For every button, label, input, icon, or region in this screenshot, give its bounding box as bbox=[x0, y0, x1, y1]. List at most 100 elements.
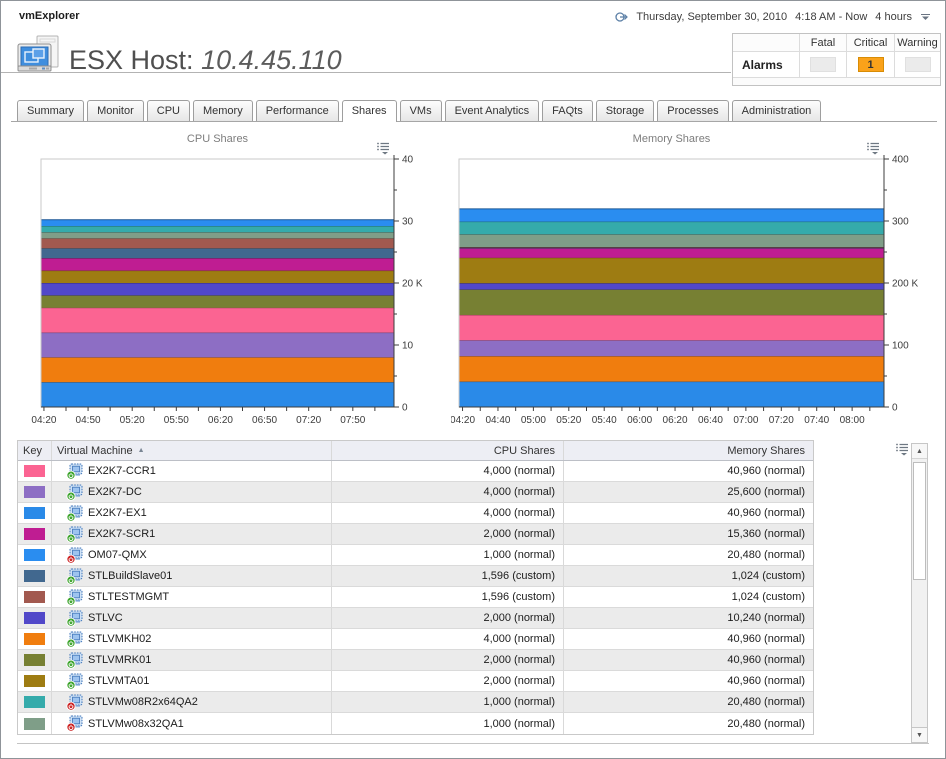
series-band-EX2K7-SCR1[interactable]: EX2K7-SCR1 bbox=[41, 258, 394, 271]
series-color-swatch bbox=[24, 528, 45, 540]
vm-table-row-STLBuildSlave01[interactable]: STLBuildSlave01 1,596 (custom) 1,024 (cust… bbox=[18, 566, 813, 587]
column-header-memory-shares[interactable]: Memory Shares bbox=[727, 444, 805, 457]
memory-shares-cell: 1,024 (custom) bbox=[731, 570, 805, 582]
series-band-STLTESTMGMT[interactable]: STLTESTMGMT bbox=[41, 238, 394, 249]
series-color-swatch bbox=[24, 570, 45, 582]
tab-monitor[interactable]: Monitor bbox=[87, 100, 144, 121]
tab-shares[interactable]: Shares bbox=[341, 100, 397, 122]
series-band-STLVMw08x32QA1[interactable]: STLVMw08x32QA1 bbox=[459, 234, 884, 248]
virtual-machine-cell[interactable]: STLVC bbox=[52, 608, 332, 628]
series-color-swatch bbox=[24, 465, 45, 477]
vm-table-row-STLVC[interactable]: STLVC 2,000 (normal) 10,240 (normal) bbox=[18, 608, 813, 629]
vm-state-badge bbox=[66, 491, 76, 501]
timeline-selector[interactable]: Thursday, September 30, 2010 4:18 AM - N… bbox=[615, 9, 931, 25]
vm-table-row-EX2K7-DC[interactable]: EX2K7-DC 4,000 (normal) 25,600 (normal) bbox=[18, 482, 813, 503]
series-band-STLVMTA01[interactable]: STLVMTA01 bbox=[459, 257, 884, 284]
virtual-machine-cell[interactable]: STLVMw08x32QA1 bbox=[52, 713, 332, 734]
critical-count-badge[interactable]: 1 bbox=[857, 57, 884, 72]
vm-icon bbox=[66, 610, 83, 627]
series-color-swatch bbox=[24, 507, 45, 519]
virtual-machine-cell[interactable]: EX2K7-CCR1 bbox=[52, 461, 332, 481]
column-header-virtual-machine[interactable]: Virtual Machine ▲ bbox=[52, 441, 332, 460]
tab-cpu[interactable]: CPU bbox=[146, 100, 190, 121]
y-tick-label: 400 bbox=[892, 155, 909, 166]
tab-processes[interactable]: Processes bbox=[657, 100, 729, 121]
virtual-machine-cell[interactable]: STLVMw08R2x64QA2 bbox=[52, 692, 332, 712]
series-band-STLVMw08R2x64QA2[interactable]: STLVMw08R2x64QA2 bbox=[41, 226, 394, 233]
series-band-OM07-QMX[interactable]: OM07-QMX bbox=[41, 219, 394, 227]
vm-table-row-STLVMw08x32QA1[interactable]: STLVMw08x32QA1 1,000 (normal) 20,480 (norm… bbox=[18, 713, 813, 734]
column-header-cpu-shares[interactable]: CPU Shares bbox=[332, 441, 564, 460]
tab-vms[interactable]: VMs bbox=[399, 100, 442, 121]
vm-icon bbox=[66, 547, 83, 564]
tab-summary[interactable]: Summary bbox=[17, 100, 85, 121]
vm-table-row-EX2K7-CCR1[interactable]: EX2K7-CCR1 4,000 (normal) 40,960 (normal) bbox=[18, 461, 813, 482]
chart-customizer-icon[interactable] bbox=[865, 141, 881, 155]
virtual-machine-cell[interactable]: EX2K7-SCR1 bbox=[52, 524, 332, 544]
tab-storage[interactable]: Storage bbox=[595, 100, 655, 121]
cpu-shares-cell: 4,000 (normal) bbox=[332, 461, 564, 481]
cpu-shares-cell: 4,000 (normal) bbox=[332, 629, 564, 649]
vm-icon bbox=[66, 694, 83, 711]
series-band-STLVMKH02[interactable]: STLVMKH02 bbox=[459, 356, 884, 382]
virtual-machine-cell[interactable]: STLVMRK01 bbox=[52, 650, 332, 670]
scrollbar-up-arrow[interactable]: ▲ bbox=[912, 444, 927, 459]
chart-customizer-icon[interactable] bbox=[375, 141, 391, 155]
vm-table-row-STLVMKH02[interactable]: STLVMKH02 4,000 (normal) 40,960 (normal) bbox=[18, 629, 813, 650]
virtual-machine-cell[interactable]: OM07-QMX bbox=[52, 545, 332, 565]
scrollbar-down-arrow[interactable]: ▼ bbox=[912, 727, 927, 742]
series-band-EX2K7-DC[interactable]: EX2K7-DC bbox=[459, 340, 884, 357]
tab-memory[interactable]: Memory bbox=[192, 100, 253, 121]
vm-table-row-OM07-QMX[interactable]: OM07-QMX 1,000 (normal) 20,480 (normal) bbox=[18, 545, 813, 566]
memory-shares-cell: 20,480 (normal) bbox=[727, 549, 805, 561]
chart-title: Memory Shares bbox=[632, 133, 711, 145]
vm-table-row-EX2K7-SCR1[interactable]: EX2K7-SCR1 2,000 (normal) 15,360 (normal) bbox=[18, 524, 813, 545]
series-band-EX2K7-CCR1[interactable]: EX2K7-CCR1 bbox=[41, 307, 394, 333]
scrollbar-thumb[interactable] bbox=[913, 462, 926, 580]
virtual-machine-cell[interactable]: EX2K7-EX1 bbox=[52, 503, 332, 523]
key-cell bbox=[18, 629, 52, 649]
series-band-STLBuildSlave01[interactable]: STLBuildSlave01 bbox=[41, 248, 394, 259]
series-band-EX2K7-SCR1[interactable]: EX2K7-SCR1 bbox=[459, 248, 884, 258]
fatal-count-badge[interactable] bbox=[810, 57, 836, 72]
virtual-machine-cell[interactable]: STLTESTMGMT bbox=[52, 587, 332, 607]
series-band-STLVMRK01[interactable]: STLVMRK01 bbox=[459, 289, 884, 315]
series-band-STLVMw08R2x64QA2[interactable]: STLVMw08R2x64QA2 bbox=[459, 221, 884, 235]
vm-table-row-STLVMRK01[interactable]: STLVMRK01 2,000 (normal) 40,960 (normal) bbox=[18, 650, 813, 671]
series-band-EX2K7-EX1[interactable]: EX2K7-EX1 bbox=[41, 382, 394, 407]
key-cell bbox=[18, 482, 52, 502]
series-band-STLVMKH02[interactable]: STLVMKH02 bbox=[41, 357, 394, 383]
timeline-duration: 4 hours bbox=[875, 11, 912, 23]
table-customizer-icon[interactable] bbox=[894, 442, 910, 456]
x-tick-label: 04:40 bbox=[485, 415, 510, 426]
y-tick-label: 300 bbox=[892, 217, 909, 228]
series-band-STLVC[interactable]: STLVC bbox=[41, 283, 394, 296]
vm-name: STLVMw08R2x64QA2 bbox=[88, 696, 198, 708]
column-header-key[interactable]: Key bbox=[18, 441, 52, 460]
virtual-machine-cell[interactable]: STLVMTA01 bbox=[52, 671, 332, 691]
series-band-EX2K7-CCR1[interactable]: EX2K7-CCR1 bbox=[459, 314, 884, 341]
series-band-EX2K7-EX1[interactable]: EX2K7-EX1 bbox=[459, 381, 884, 407]
virtual-machine-cell[interactable]: STLVMKH02 bbox=[52, 629, 332, 649]
tab-administration[interactable]: Administration bbox=[731, 100, 822, 121]
warning-count-badge[interactable] bbox=[904, 57, 931, 72]
virtual-machine-cell[interactable]: STLBuildSlave01 bbox=[52, 566, 332, 586]
tab-performance[interactable]: Performance bbox=[255, 100, 339, 121]
vm-table-row-STLTESTMGMT[interactable]: STLTESTMGMT 1,596 (custom) 1,024 (custom) bbox=[18, 587, 813, 608]
series-color-swatch bbox=[24, 654, 45, 666]
tab-event-analytics[interactable]: Event Analytics bbox=[444, 100, 540, 121]
vm-table-row-STLVMw08R2x64QA2[interactable]: STLVMw08R2x64QA2 1,000 (normal) 20,480 (no… bbox=[18, 692, 813, 713]
y-tick-label: 0 bbox=[402, 403, 408, 414]
cpu-shares-cell: 2,000 (normal) bbox=[332, 608, 564, 628]
vm-table-row-STLVMTA01[interactable]: STLVMTA01 2,000 (normal) 40,960 (normal) bbox=[18, 671, 813, 692]
series-band-OM07-QMX[interactable]: OM07-QMX bbox=[459, 208, 884, 222]
virtual-machine-cell[interactable]: EX2K7-DC bbox=[52, 482, 332, 502]
series-band-STLVC[interactable]: STLVC bbox=[459, 283, 884, 290]
series-band-STLVMTA01[interactable]: STLVMTA01 bbox=[41, 270, 394, 283]
series-band-EX2K7-DC[interactable]: EX2K7-DC bbox=[41, 332, 394, 358]
tab-faqts[interactable]: FAQts bbox=[542, 100, 593, 121]
table-scrollbar[interactable]: ▲ ▼ bbox=[911, 443, 928, 743]
series-band-STLVMRK01[interactable]: STLVMRK01 bbox=[41, 295, 394, 308]
series-band-STLVMw08x32QA1[interactable]: STLVMw08x32QA1 bbox=[41, 232, 394, 239]
vm-table-row-EX2K7-EX1[interactable]: EX2K7-EX1 4,000 (normal) 40,960 (normal) bbox=[18, 503, 813, 524]
